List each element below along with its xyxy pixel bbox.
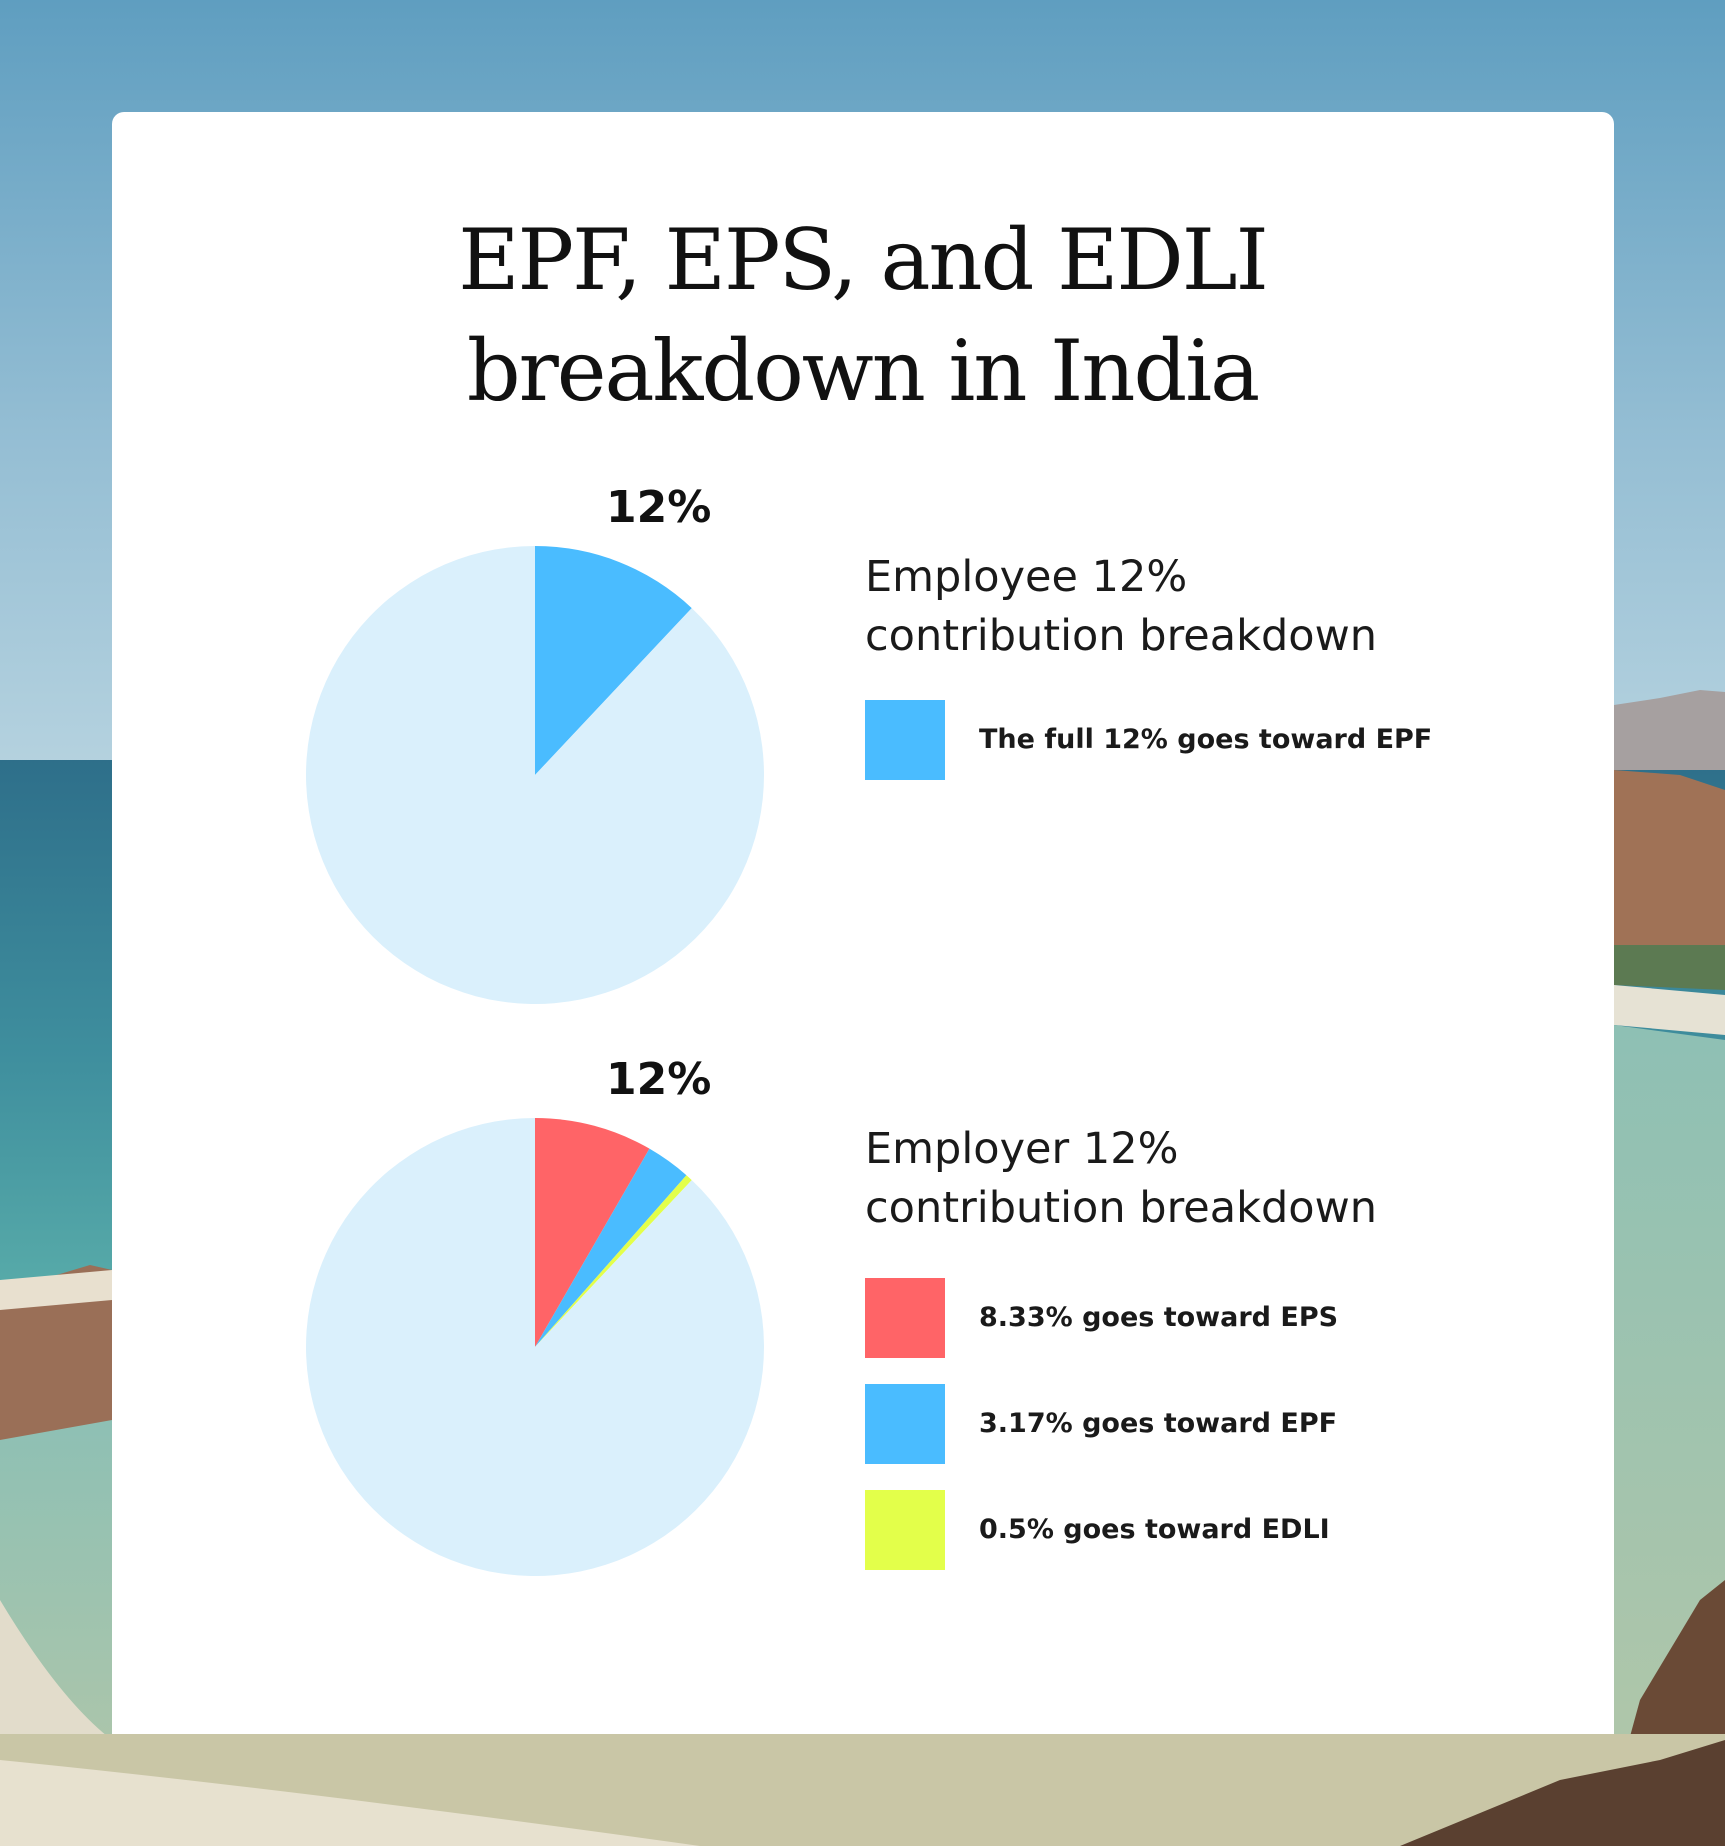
page-title: EPF, EPS, and EDLI breakdown in India bbox=[0, 205, 1725, 427]
employee-pie-chart: 12% bbox=[306, 482, 765, 1004]
pie-slice-0-5-goes-toward-edli bbox=[535, 1175, 692, 1347]
employer-breakdown-heading: Employer 12% contribution breakdown bbox=[865, 1120, 1545, 1238]
pie-slice-the-full-12-goes-toward-epf bbox=[535, 546, 692, 775]
title-line-1: EPF, EPS, and EDLI bbox=[458, 211, 1269, 309]
heading-line-2: contribution breakdown bbox=[865, 1183, 1378, 1233]
legend-label: The full 12% goes toward EPF bbox=[979, 724, 1433, 755]
pie-slice-remainder bbox=[306, 1118, 765, 1576]
legend-label: 0.5% goes toward EDLI bbox=[979, 1514, 1330, 1545]
legend-label: 8.33% goes toward EPS bbox=[979, 1302, 1339, 1333]
legend-swatch bbox=[865, 1278, 945, 1358]
heading-line-2: contribution breakdown bbox=[865, 611, 1378, 661]
legend-swatch bbox=[865, 700, 945, 780]
pie-total-label: 12% bbox=[606, 1054, 711, 1105]
legend-label: 3.17% goes toward EPF bbox=[979, 1408, 1338, 1439]
heading-line-1: Employee 12% bbox=[865, 552, 1188, 602]
pie-slice-3-17-goes-toward-epf bbox=[535, 1148, 687, 1347]
employer-pie-chart: 12% bbox=[306, 1054, 765, 1576]
pie-total-label: 12% bbox=[606, 482, 711, 533]
pie-slice-8-33-goes-toward-eps bbox=[535, 1118, 650, 1347]
pie-slice-remainder bbox=[306, 546, 765, 1004]
legend-swatch bbox=[865, 1490, 945, 1570]
heading-line-1: Employer 12% bbox=[865, 1124, 1179, 1174]
employee-breakdown-heading: Employee 12% contribution breakdown bbox=[865, 548, 1545, 666]
title-line-2: breakdown in India bbox=[466, 322, 1260, 420]
legend-swatch bbox=[865, 1384, 945, 1464]
